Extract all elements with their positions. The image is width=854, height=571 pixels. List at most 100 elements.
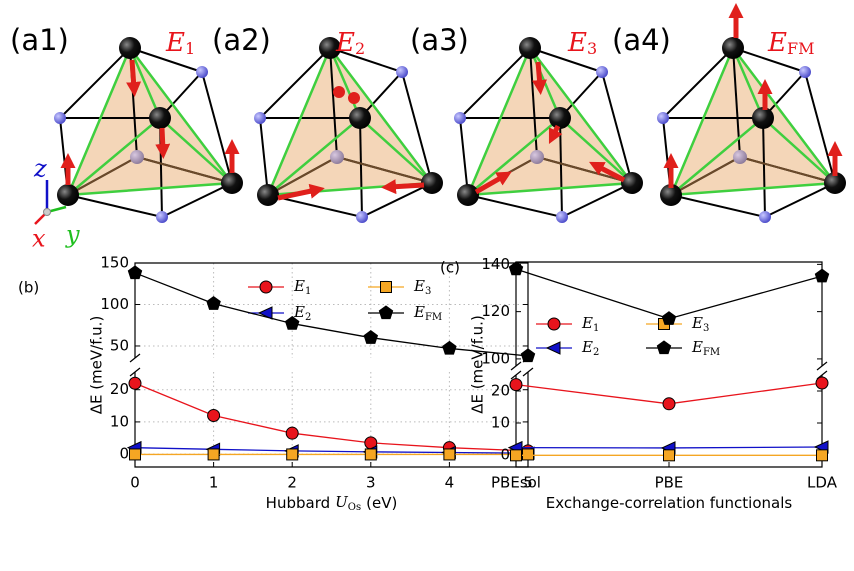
y-tick-label: 100 — [100, 295, 129, 313]
x-axis-label-text: Exchange-correlation functionals — [546, 494, 793, 512]
marker — [510, 449, 522, 462]
x-tick-label: 1 — [209, 474, 219, 492]
marker — [364, 448, 377, 461]
y-tick-label: 20 — [110, 380, 129, 398]
x-tick-label: 2 — [287, 474, 297, 492]
marker — [206, 296, 221, 310]
x-axis-label-unit: (eV) — [366, 494, 397, 512]
x-tick-label: PBE — [655, 474, 684, 492]
axis-frame — [515, 261, 823, 366]
axis-break — [522, 367, 534, 377]
marker — [661, 311, 677, 325]
panel-label: (a4) — [612, 23, 671, 57]
legend-sub: FM — [703, 347, 720, 358]
schematic-a2: (a2) E2 — [212, 23, 445, 225]
panel-label: (a2) — [212, 23, 271, 57]
panel-label: (c) — [440, 259, 460, 277]
marker — [509, 378, 523, 392]
marker — [129, 448, 141, 461]
x-axis-label-text: Hubbard — [266, 494, 330, 512]
x-tick-label: 4 — [445, 474, 455, 492]
energy-label: E3 — [567, 28, 597, 58]
legend-name: E — [581, 338, 593, 356]
y-tick-label: 150 — [100, 254, 129, 272]
legend-label: E3 — [413, 277, 431, 297]
series-line — [134, 447, 529, 454]
x-tick-label: 5 — [523, 474, 533, 492]
axis-frame — [134, 262, 529, 358]
y-tick-label: 10 — [110, 412, 129, 430]
panel-label: (a3) — [410, 23, 469, 57]
x-axis-label: Hubbard UOs (eV) — [266, 493, 398, 513]
y-tick-label: 50 — [110, 336, 129, 354]
y-tick-label: 20 — [491, 382, 510, 400]
legend-sub: 3 — [703, 323, 709, 334]
y-tick-label: 0 — [119, 445, 129, 463]
axis-triad: z x y — [32, 155, 80, 253]
marker — [207, 448, 220, 461]
legend-name: E — [293, 303, 305, 321]
legend-label: E3 — [691, 314, 709, 334]
legend-name: E — [413, 277, 425, 295]
legend-label: EFM — [413, 303, 442, 323]
panel-label: (b) — [18, 279, 39, 297]
marker — [127, 265, 143, 280]
marker — [816, 449, 828, 462]
marker — [286, 448, 299, 461]
axis-break — [510, 370, 522, 380]
marker — [378, 305, 394, 320]
energy-label: E2 — [335, 28, 365, 58]
y-tick-label: 140 — [481, 255, 510, 273]
y-tick-label: 10 — [491, 414, 510, 432]
legend-sub: FM — [425, 312, 442, 323]
y-tick-label: 100 — [481, 349, 510, 367]
y-tick-label: 0 — [500, 446, 510, 464]
axis-z: z — [33, 155, 47, 183]
marker — [284, 315, 300, 330]
legend-sub: 1 — [593, 323, 599, 334]
axis-x: x — [32, 225, 46, 253]
legend-sub: 2 — [593, 347, 599, 358]
legend-name: E — [691, 314, 703, 332]
marker — [662, 397, 676, 411]
axis-break — [510, 361, 522, 371]
marker — [547, 317, 561, 331]
axis-y: y — [65, 221, 80, 249]
marker — [207, 408, 221, 422]
marker — [259, 280, 273, 294]
legend-label: E1 — [293, 277, 311, 297]
series-line — [134, 272, 529, 357]
marker — [363, 330, 379, 344]
marker — [656, 340, 672, 355]
marker — [815, 376, 829, 390]
chart: 100 120 140 0 10 20 PBEsol PBE LDA (c) ΔE (meV/f.u… — [440, 255, 838, 512]
marker — [663, 449, 675, 462]
energy-label: E1 — [165, 28, 195, 58]
axis-break — [129, 353, 141, 363]
legend-label: E2 — [293, 303, 311, 323]
legend-name: E — [691, 338, 703, 356]
marker — [508, 261, 524, 276]
legend-name: E — [581, 314, 593, 332]
x-tick-label: 3 — [366, 474, 376, 492]
x-tick-label: 0 — [130, 474, 140, 492]
y-axis-label: ΔE (meV/f.u.) — [469, 315, 487, 414]
legend-label: E2 — [581, 338, 599, 358]
legend-label: E1 — [581, 314, 599, 334]
marker — [814, 268, 830, 283]
legend-sub: 2 — [305, 312, 311, 323]
legend-name: E — [413, 303, 425, 321]
legend-sub: 3 — [425, 286, 431, 297]
y-tick-label: 120 — [481, 302, 510, 320]
series-line — [134, 382, 529, 452]
y-axis-label: ΔE (meV/f.u.) — [88, 316, 106, 415]
schematic-a4: (a4) EFM — [612, 3, 848, 225]
x-axis-label-sub: Os — [348, 502, 361, 513]
legend-label: EFM — [691, 338, 720, 358]
axis-break — [129, 367, 141, 377]
panel-label: (a1) — [10, 23, 69, 57]
axis-break — [816, 361, 828, 371]
x-tick-label: LDA — [807, 474, 838, 492]
energy-label: EFM — [767, 28, 814, 58]
